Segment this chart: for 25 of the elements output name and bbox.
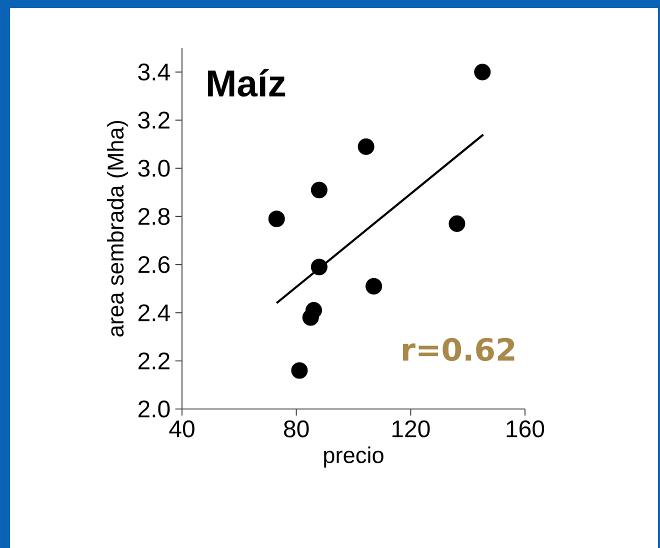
y-tick-label: 3.0	[138, 160, 170, 177]
y-tick-label: 2.0	[138, 400, 170, 418]
point	[268, 210, 285, 228]
annotation: r=0.62	[402, 338, 514, 362]
x-tick-label: 160	[506, 420, 544, 438]
y-tick-label: 2.8	[138, 208, 170, 225]
y-tick-label: 3.2	[138, 112, 170, 129]
x-tick-label: 80	[284, 420, 309, 438]
y-tick-label: 2.6	[138, 256, 170, 274]
point	[291, 362, 308, 379]
point	[366, 278, 382, 295]
x-tick-label: 40	[169, 420, 194, 438]
point	[310, 182, 328, 198]
point	[448, 215, 466, 232]
point	[310, 258, 328, 276]
point	[302, 309, 319, 326]
point	[358, 138, 374, 155]
y-tick-label: 2.2	[138, 352, 170, 370]
chart-title: Maíz	[208, 68, 286, 97]
y-tick-label: 3.4	[138, 64, 170, 81]
x-tick-label: 120	[392, 420, 430, 438]
y-axis-title: area sembrada (Mha)	[107, 120, 128, 336]
y-tick-label: 2.4	[138, 304, 170, 322]
x-axis-title: precio	[324, 446, 384, 468]
point	[474, 64, 491, 80]
